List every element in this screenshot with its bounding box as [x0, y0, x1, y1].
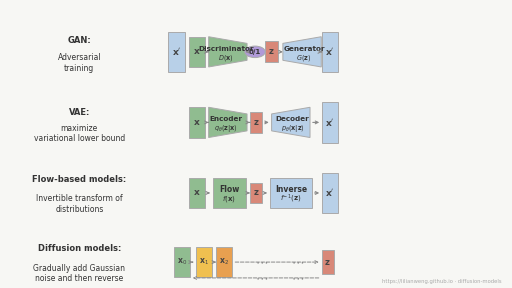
Polygon shape: [209, 107, 247, 138]
Text: $\mathbf{x}'$: $\mathbf{x}'$: [326, 187, 335, 198]
Text: Encoder: Encoder: [209, 116, 242, 122]
Text: maximize
variational lower bound: maximize variational lower bound: [34, 124, 125, 143]
Text: $D(\mathbf{x})$: $D(\mathbf{x})$: [218, 53, 234, 63]
Polygon shape: [271, 107, 310, 138]
Text: $\mathbf{z}$: $\mathbf{z}$: [325, 257, 331, 267]
Text: VAE:: VAE:: [69, 108, 90, 117]
FancyBboxPatch shape: [322, 32, 338, 72]
Text: $\mathbf{z}$: $\mathbf{z}$: [253, 118, 259, 127]
FancyBboxPatch shape: [196, 247, 212, 277]
FancyBboxPatch shape: [250, 183, 262, 203]
Polygon shape: [283, 37, 322, 67]
Text: $\cdots$: $\cdots$: [255, 271, 268, 285]
Text: $f(\mathbf{x})$: $f(\mathbf{x})$: [222, 194, 237, 204]
Text: Generator: Generator: [283, 46, 325, 52]
Text: $\mathbf{z}$: $\mathbf{z}$: [268, 47, 274, 56]
Text: 0/1: 0/1: [249, 49, 261, 55]
FancyBboxPatch shape: [213, 178, 246, 208]
Text: $\mathbf{x}_0$: $\mathbf{x}_0$: [177, 257, 187, 267]
FancyBboxPatch shape: [189, 107, 205, 138]
Text: $\cdots$: $\cdots$: [291, 271, 304, 285]
Text: $\mathbf{z}$: $\mathbf{z}$: [253, 188, 259, 198]
Text: $\mathbf{x}'$: $\mathbf{x}'$: [326, 46, 335, 57]
Text: $\mathbf{x}'$: $\mathbf{x}'$: [172, 46, 181, 57]
Text: https://lilianweng.github.io · diffusion-models: https://lilianweng.github.io · diffusion…: [382, 279, 502, 284]
Text: $f^{-1}(\mathbf{z})$: $f^{-1}(\mathbf{z})$: [280, 193, 302, 205]
FancyBboxPatch shape: [322, 102, 338, 143]
Text: $\cdots$: $\cdots$: [291, 255, 304, 269]
Text: $G(\mathbf{z})$: $G(\mathbf{z})$: [296, 53, 312, 63]
Text: $\mathbf{x}$: $\mathbf{x}$: [194, 47, 201, 56]
FancyBboxPatch shape: [216, 247, 232, 277]
Text: $\mathbf{x}_1$: $\mathbf{x}_1$: [199, 257, 209, 267]
FancyBboxPatch shape: [265, 41, 278, 62]
Text: $\mathbf{x}'$: $\mathbf{x}'$: [326, 117, 335, 128]
FancyBboxPatch shape: [189, 178, 205, 208]
FancyBboxPatch shape: [174, 247, 190, 277]
FancyBboxPatch shape: [270, 178, 312, 208]
Circle shape: [245, 46, 265, 58]
Text: Inverse: Inverse: [275, 185, 307, 194]
Text: $\mathbf{x}_2$: $\mathbf{x}_2$: [219, 257, 229, 267]
Text: Flow-based models:: Flow-based models:: [32, 175, 126, 184]
Text: Decoder: Decoder: [276, 116, 310, 122]
Text: Adversarial
training: Adversarial training: [57, 53, 101, 73]
Text: Flow: Flow: [219, 185, 240, 194]
Text: $q_\theta(\mathbf{z}|\mathbf{x})$: $q_\theta(\mathbf{z}|\mathbf{x})$: [214, 123, 238, 134]
Text: Discriminator: Discriminator: [198, 46, 253, 52]
FancyBboxPatch shape: [250, 112, 262, 133]
Text: $p_\theta(\mathbf{x}|\mathbf{z})$: $p_\theta(\mathbf{x}|\mathbf{z})$: [281, 123, 305, 134]
FancyBboxPatch shape: [322, 250, 334, 274]
FancyBboxPatch shape: [168, 32, 185, 72]
Text: $\mathbf{x}$: $\mathbf{x}$: [194, 188, 201, 198]
Text: $\mathbf{x}$: $\mathbf{x}$: [194, 118, 201, 127]
Text: $\cdots$: $\cdots$: [255, 255, 268, 269]
FancyBboxPatch shape: [189, 37, 205, 67]
Text: Invertible transform of
distributions: Invertible transform of distributions: [36, 194, 123, 214]
Text: GAN:: GAN:: [68, 36, 91, 45]
FancyBboxPatch shape: [322, 173, 338, 213]
Text: Gradually add Gaussian
noise and then reverse: Gradually add Gaussian noise and then re…: [33, 264, 125, 283]
Polygon shape: [209, 37, 247, 67]
Text: Diffusion models:: Diffusion models:: [38, 245, 121, 253]
